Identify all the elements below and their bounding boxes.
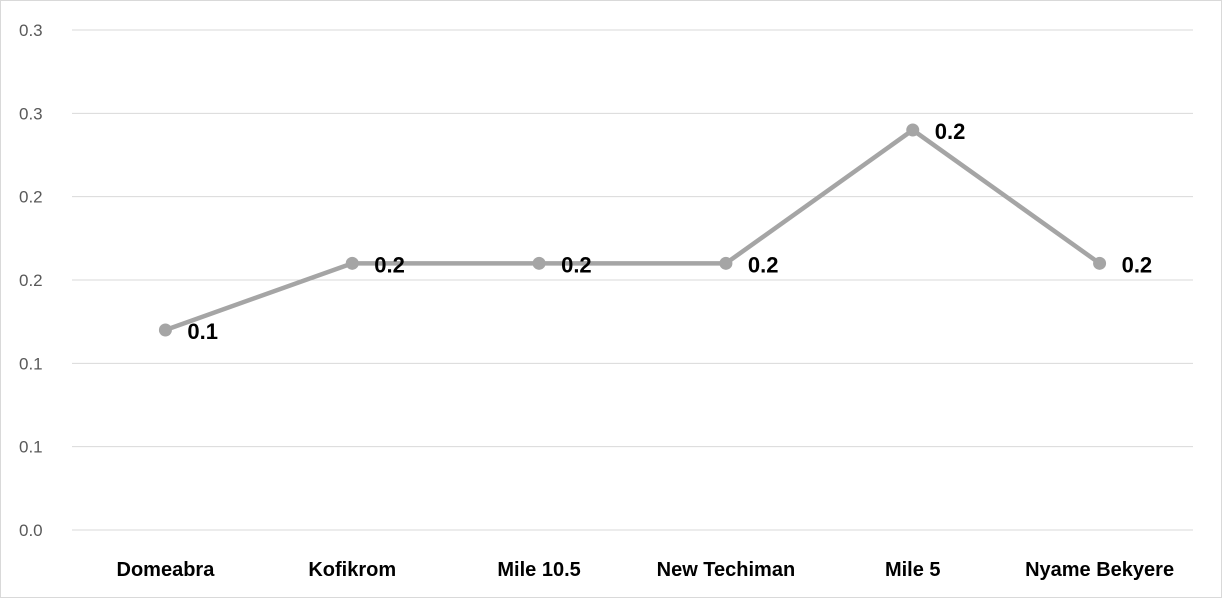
data-point xyxy=(719,256,733,270)
data-point xyxy=(1093,256,1107,270)
x-category-label: Mile 10.5 xyxy=(497,559,580,581)
data-point xyxy=(532,256,546,270)
data-point xyxy=(906,123,920,137)
series-line-layer xyxy=(158,123,1107,337)
y-tick-label: 0.2 xyxy=(19,271,43,290)
y-tick-label: 0.1 xyxy=(19,438,43,457)
data-labels: 0.1 0.2 0.2 0.2 0.2 0.2 xyxy=(187,119,1152,344)
data-label: 0.2 xyxy=(1122,252,1153,277)
data-label: 0.2 xyxy=(748,252,779,277)
data-label: 0.2 xyxy=(374,252,405,277)
data-label: 0.1 xyxy=(187,319,218,344)
y-axis-ticks: 0.0 0.1 0.1 0.2 0.2 0.3 0.3 xyxy=(19,21,43,540)
gridlines xyxy=(72,29,1193,531)
y-tick-label: 0.3 xyxy=(19,104,43,123)
x-category-label: Nyame Bekyere xyxy=(1025,559,1174,581)
x-category-label: New Techiman xyxy=(657,559,796,581)
x-category-label: Mile 5 xyxy=(885,559,941,581)
x-axis-categories: Domeabra Kofikrom Mile 10.5 New Techiman Mil… xyxy=(117,559,1175,581)
data-point xyxy=(158,323,172,337)
data-label: 0.2 xyxy=(561,252,592,277)
series-line xyxy=(163,127,1102,333)
y-tick-label: 0.3 xyxy=(19,21,43,40)
data-point xyxy=(345,256,359,270)
x-category-label: Domeabra xyxy=(117,559,216,581)
y-tick-label: 0.1 xyxy=(19,354,43,373)
x-category-label: Kofikrom xyxy=(308,559,396,581)
y-tick-label: 0.0 xyxy=(19,521,43,540)
y-tick-label: 0.2 xyxy=(19,188,43,207)
data-label: 0.2 xyxy=(935,119,966,144)
